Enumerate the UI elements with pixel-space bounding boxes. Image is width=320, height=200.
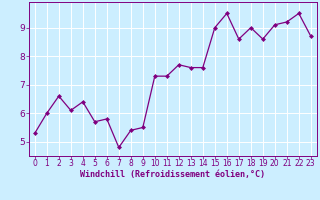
X-axis label: Windchill (Refroidissement éolien,°C): Windchill (Refroidissement éolien,°C) <box>80 170 265 179</box>
